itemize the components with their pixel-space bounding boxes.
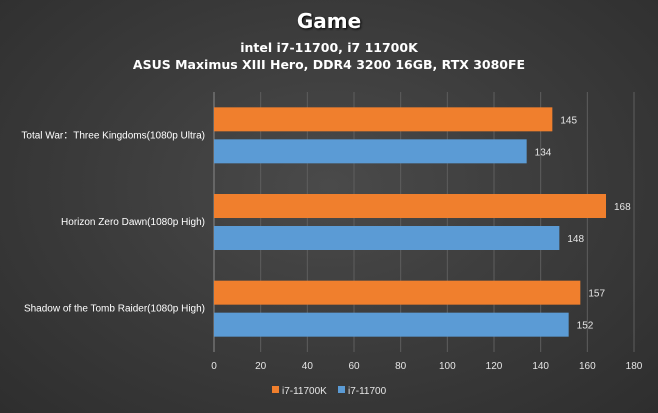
x-tick-label: 60 (348, 361, 360, 372)
category-label: Horizon Zero Dawn(1080p High) (61, 217, 205, 228)
legend-label: i7-11700 (348, 386, 387, 397)
category-label: Shadow of the Tomb Raider(1080p High) (24, 304, 205, 315)
chart-subtitle-line-2: ASUS Maximus XIII Hero, DDR4 3200 16GB, … (132, 57, 526, 72)
legend-swatch (338, 386, 345, 393)
bar-value-label: 134 (535, 147, 552, 158)
bar (214, 312, 569, 337)
chart-title: Game (296, 9, 362, 33)
bar-value-label: 148 (567, 234, 584, 245)
category-label: Total War：Three Kingdoms(1080p Ultra) (21, 130, 205, 141)
x-tick-label: 100 (439, 361, 456, 372)
x-tick-label: 40 (302, 361, 314, 372)
legend-swatch (272, 386, 279, 393)
bar (214, 139, 527, 164)
bar (214, 226, 560, 250)
bar (214, 280, 581, 305)
bar (214, 107, 553, 132)
x-tick-label: 120 (486, 361, 503, 372)
x-tick-label: 140 (532, 361, 549, 372)
bar-value-label: 168 (614, 202, 631, 213)
x-tick-label: 80 (395, 361, 407, 372)
x-tick-label: 0 (211, 361, 217, 372)
bar-value-label: 152 (577, 321, 594, 332)
bar-value-label: 145 (560, 115, 577, 126)
bar (214, 194, 606, 218)
x-tick-label: 20 (255, 361, 267, 372)
x-tick-label: 180 (626, 361, 643, 372)
bar-value-label: 157 (588, 289, 605, 300)
legend-label: i7-11700K (282, 386, 327, 397)
chart-subtitle-line-1: intel i7-11700, i7 11700K (240, 40, 418, 55)
x-tick-label: 160 (579, 361, 596, 372)
